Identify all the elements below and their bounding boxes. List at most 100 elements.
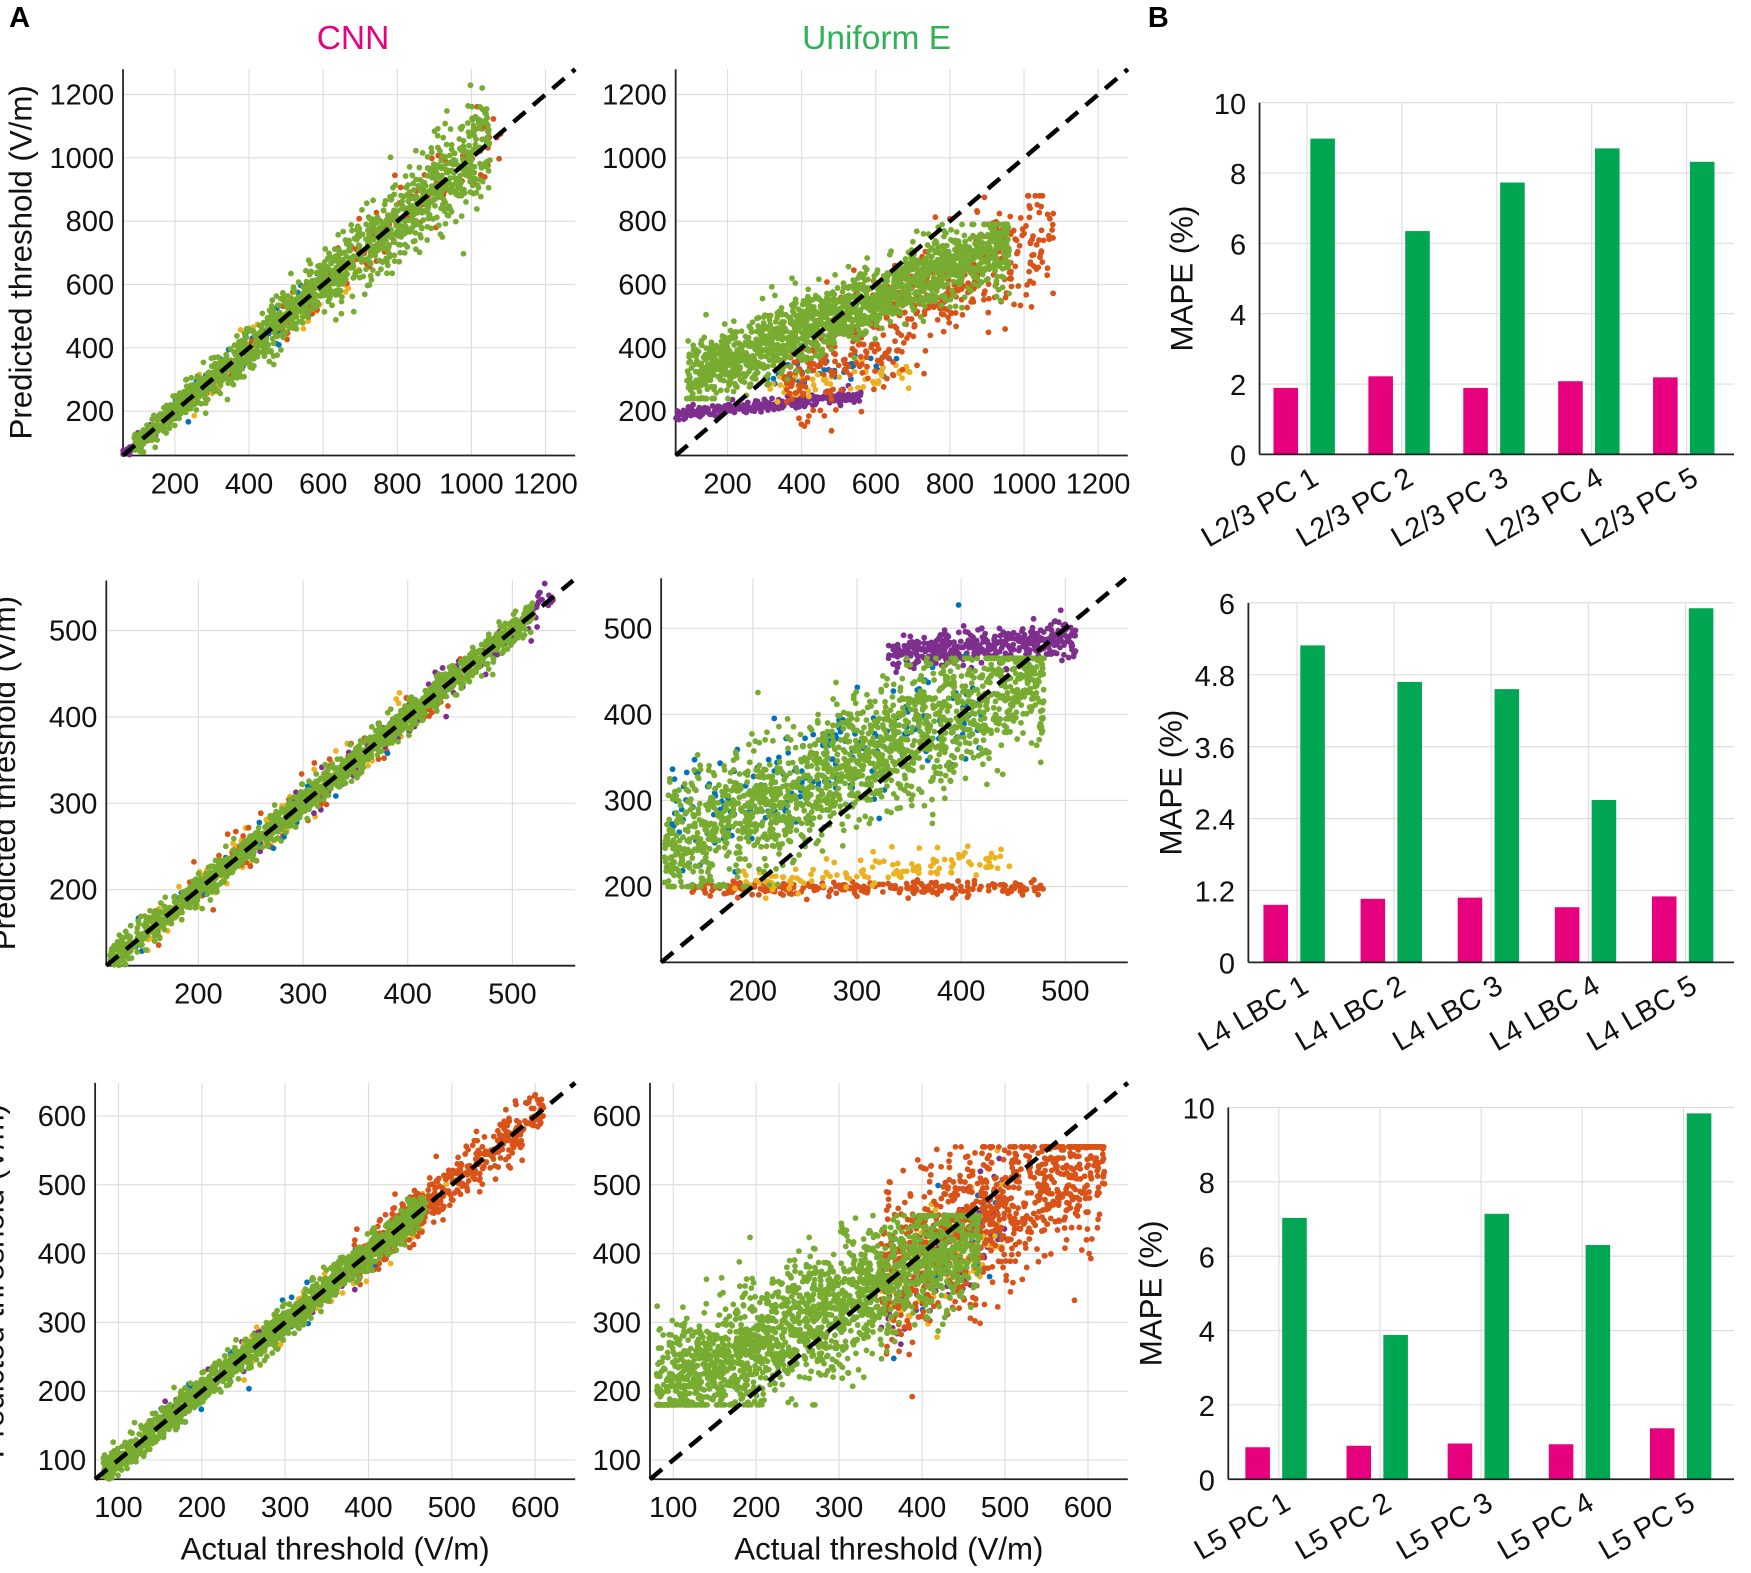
scatter-point xyxy=(812,401,819,408)
scatter-point xyxy=(851,354,858,361)
scatter-point xyxy=(406,163,413,170)
scatter-point xyxy=(801,403,808,410)
scatter-point xyxy=(332,793,339,799)
scatter-point xyxy=(335,246,342,253)
scatter-point xyxy=(407,203,414,210)
scatter-point xyxy=(356,268,363,274)
scatter-point xyxy=(370,223,376,230)
scatter-point xyxy=(405,227,412,234)
scatter-point xyxy=(321,259,328,266)
scatter-point xyxy=(980,291,987,298)
scatter-point xyxy=(168,402,174,408)
scatter-point xyxy=(804,333,811,340)
scatter-panel-1: 200 400 600 800 1000 120020040060080010001200… xyxy=(4,67,578,500)
scatter-point xyxy=(213,366,219,372)
scatter-point xyxy=(834,285,841,291)
scatter-point xyxy=(905,299,912,306)
column-title-cnn: CNN xyxy=(317,20,390,57)
scatter-point xyxy=(172,392,179,399)
scatter-point xyxy=(489,671,496,678)
scatter-point xyxy=(443,160,450,167)
scatter-points xyxy=(120,82,504,458)
scatter-point xyxy=(860,331,867,338)
scatter-point xyxy=(275,302,282,309)
scatter-point xyxy=(828,427,835,434)
scatter-point xyxy=(876,302,882,308)
scatter-point xyxy=(696,388,703,395)
scatter-point xyxy=(481,109,488,116)
scatter-point xyxy=(961,232,968,239)
scatter-point xyxy=(885,354,892,361)
scatter-point xyxy=(976,238,983,245)
scatter-point xyxy=(354,223,361,230)
scatter-point xyxy=(812,352,819,359)
scatter-point xyxy=(862,348,869,355)
scatter-point xyxy=(1050,235,1056,241)
scatter-point xyxy=(832,351,839,358)
scatter-point xyxy=(878,292,885,299)
scatter-point xyxy=(911,306,918,313)
scatter-point xyxy=(399,203,406,210)
x-tick-label: 300 xyxy=(279,979,327,1011)
scatter-point xyxy=(1032,192,1039,199)
scatter-point xyxy=(256,819,263,826)
scatter-point xyxy=(727,378,734,385)
scatter-point xyxy=(788,383,795,390)
scatter-point xyxy=(914,289,921,296)
scatter-point xyxy=(693,410,700,417)
x-tick-label: 400 xyxy=(225,468,273,500)
scatter-point xyxy=(483,163,490,170)
scatter-point xyxy=(828,396,835,403)
scatter-point xyxy=(410,187,417,193)
x-tick-label: 200 xyxy=(174,979,222,1011)
scatter-point xyxy=(993,293,1000,300)
scatter-point xyxy=(835,362,842,369)
scatter-point xyxy=(384,247,390,253)
scatter-point xyxy=(311,810,317,817)
scatter-point xyxy=(888,248,895,255)
scatter-point xyxy=(731,341,738,348)
panel-b-label: B xyxy=(1148,2,1169,34)
scatter-point xyxy=(914,362,920,369)
scatter-point xyxy=(238,373,245,380)
scatter-point xyxy=(875,345,882,352)
scatter-point xyxy=(242,340,249,347)
scatter-point xyxy=(467,82,474,89)
scatter-point xyxy=(761,333,768,339)
scatter-point xyxy=(805,413,812,419)
scatter-point xyxy=(810,361,817,367)
scatter-point xyxy=(920,318,927,325)
scatter-point xyxy=(888,290,894,297)
scatter-point xyxy=(469,103,475,110)
scatter-point xyxy=(1023,223,1029,229)
scatter-point xyxy=(863,354,870,361)
scatter-point xyxy=(950,254,957,261)
scatter-point xyxy=(191,412,198,419)
scatter-point xyxy=(827,339,834,346)
scatter-point xyxy=(926,247,933,254)
y-tick-label: 1200 xyxy=(50,80,115,112)
x-tick-label: 400 xyxy=(384,979,432,1011)
scatter-point xyxy=(949,287,955,294)
scatter-point xyxy=(237,363,244,370)
scatter-point xyxy=(964,304,971,311)
scatter-point xyxy=(316,271,323,277)
scatter-point xyxy=(443,713,450,720)
scatter-point xyxy=(793,368,800,374)
scatter-point xyxy=(959,221,965,228)
scatter-point xyxy=(762,312,768,319)
scatter-point xyxy=(298,771,305,777)
scatter-point xyxy=(260,342,267,348)
scatter-point xyxy=(340,228,347,235)
scatter-point xyxy=(941,292,948,299)
scatter-point xyxy=(749,319,756,326)
scatter-point xyxy=(326,756,333,763)
scatter-point xyxy=(783,328,790,335)
scatter-point xyxy=(810,303,817,310)
scatter-point xyxy=(908,259,915,266)
scatter-point xyxy=(331,269,338,276)
scatter-point xyxy=(977,231,984,238)
scatter-point xyxy=(332,253,339,260)
scatter-point xyxy=(428,149,435,156)
scatter-point xyxy=(781,354,788,361)
